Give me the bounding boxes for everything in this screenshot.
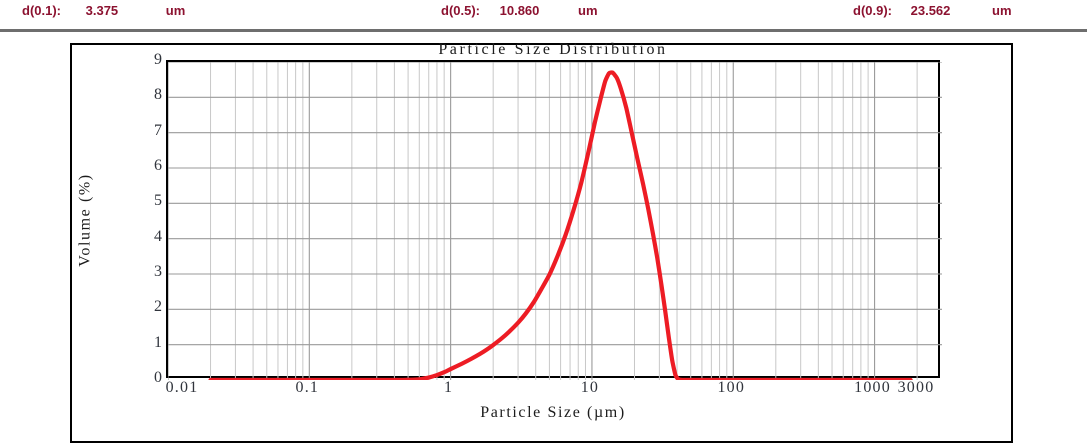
volume-distribution-curve xyxy=(208,70,913,380)
y-tick-label-0: 0 xyxy=(154,369,162,386)
stat-label-d09: d(0.9): xyxy=(853,3,892,18)
stat-unit-d05: um xyxy=(578,3,598,18)
x-tick-label-1: 1 xyxy=(444,379,454,396)
stat-unit-d01: um xyxy=(165,3,186,18)
x-axis-tick-labels: 0.01 0.1 1 10 100 1000 3000 xyxy=(166,379,940,403)
stat-value-d05: 10.860 xyxy=(499,3,540,18)
y-tick-label-6: 6 xyxy=(154,157,162,174)
distribution-plot xyxy=(168,62,942,380)
stat-group-d01: d(0.1): 3.375 um xyxy=(22,3,185,18)
x-axis-title: Particle Size (µm) xyxy=(480,404,626,421)
y-tick-label-4: 4 xyxy=(154,227,162,245)
major-gridlines xyxy=(168,62,876,380)
x-tick-label-0.01: 0.01 xyxy=(165,379,199,396)
y-axis-tick-labels: 0 1 2 3 4 5 6 7 8 9 xyxy=(130,52,162,386)
y-tick-label-3: 3 xyxy=(154,263,162,280)
x-tick-label-10: 10 xyxy=(580,379,600,396)
stat-value-d01: 3.375 xyxy=(85,3,119,18)
stat-label-d01: d(0.1): xyxy=(22,3,61,18)
y-axis-title: Volume (%) xyxy=(69,130,103,310)
horizontal-gridlines xyxy=(168,62,942,346)
x-tick-label-100: 100 xyxy=(717,379,746,396)
stat-label-d05: d(0.5): xyxy=(441,3,480,18)
y-tick-label-9: 9 xyxy=(154,51,162,68)
y-tick-label-5: 5 xyxy=(154,192,162,210)
plot-area xyxy=(166,60,942,380)
y-tick-label-2: 2 xyxy=(154,298,162,316)
stat-value-d09: 23.562 xyxy=(910,3,951,18)
y-tick-label-1: 1 xyxy=(154,333,162,351)
y-tick-label-8: 8 xyxy=(154,86,162,104)
chart-title: Particle Size Distribution xyxy=(438,41,668,58)
y-axis-title-text: Volume (%) xyxy=(77,173,94,267)
x-tick-label-3000: 3000 xyxy=(897,379,935,396)
x-tick-label-1000: 1000 xyxy=(854,379,891,396)
stat-group-d05: d(0.5): 10.860 um xyxy=(441,3,598,18)
stat-group-d09: d(0.9): 23.562 um xyxy=(853,3,1012,18)
header-divider xyxy=(0,29,1087,32)
x-tick-label-0.1: 0.1 xyxy=(295,379,320,396)
y-tick-label-7: 7 xyxy=(154,121,162,139)
minor-gridlines xyxy=(210,62,918,380)
percentile-stats-row: d(0.1): 3.375 um d(0.5): 10.860 um d(0.9… xyxy=(0,0,1087,29)
stat-unit-d09: um xyxy=(992,3,1012,18)
